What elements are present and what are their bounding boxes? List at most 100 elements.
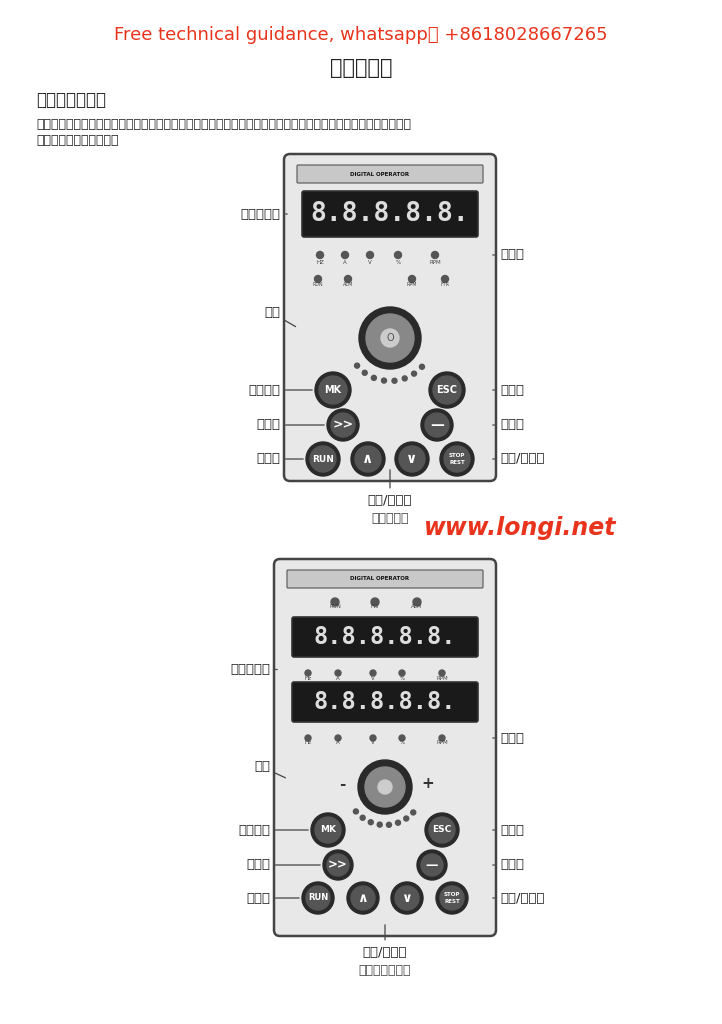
Circle shape: [439, 670, 445, 676]
Text: ∧: ∧: [357, 892, 368, 904]
Circle shape: [359, 307, 421, 369]
Circle shape: [429, 817, 455, 843]
Circle shape: [396, 820, 401, 825]
Circle shape: [392, 378, 397, 383]
Circle shape: [302, 882, 334, 914]
Text: >>: >>: [333, 419, 354, 431]
Text: 操作与显示界面: 操作与显示界面: [36, 91, 106, 109]
Circle shape: [355, 364, 360, 369]
Text: 停止/复位键: 停止/复位键: [493, 892, 544, 904]
Circle shape: [421, 854, 443, 876]
Circle shape: [378, 780, 392, 794]
Circle shape: [411, 810, 416, 815]
Circle shape: [425, 413, 449, 437]
Circle shape: [315, 275, 321, 283]
Text: 停止/复位键: 停止/复位键: [493, 453, 544, 466]
Circle shape: [367, 252, 373, 258]
Text: -: -: [339, 776, 345, 792]
Text: ∧: ∧: [362, 452, 373, 466]
Text: 运行键: 运行键: [246, 892, 299, 904]
Circle shape: [399, 670, 405, 676]
Text: 8.8.8.8.8.: 8.8.8.8.8.: [314, 625, 456, 649]
Circle shape: [440, 886, 464, 910]
Text: RUN: RUN: [312, 455, 334, 464]
Text: 多功能键: 多功能键: [238, 823, 308, 837]
Circle shape: [335, 670, 341, 676]
Text: O: O: [386, 333, 393, 343]
Circle shape: [444, 446, 470, 472]
Text: 键盘与显示: 键盘与显示: [330, 58, 392, 78]
Text: ALM: ALM: [412, 604, 422, 609]
Text: Hz: Hz: [305, 740, 311, 745]
FancyBboxPatch shape: [284, 154, 496, 481]
Text: DIGITAL OPERATOR: DIGITAL OPERATOR: [350, 171, 409, 176]
FancyBboxPatch shape: [274, 559, 496, 936]
Text: ∨: ∨: [406, 452, 417, 466]
Text: 8.8.8.8.8.: 8.8.8.8.8.: [314, 690, 456, 714]
Circle shape: [331, 598, 339, 606]
Circle shape: [399, 735, 405, 741]
Text: 取消键: 取消键: [493, 823, 524, 837]
Circle shape: [323, 850, 353, 880]
Circle shape: [404, 816, 409, 821]
Circle shape: [439, 735, 445, 741]
FancyBboxPatch shape: [297, 165, 483, 183]
Circle shape: [306, 886, 330, 910]
Circle shape: [399, 446, 425, 472]
Text: 确认键: 确认键: [493, 419, 524, 431]
Circle shape: [319, 376, 347, 404]
Circle shape: [436, 882, 468, 914]
Circle shape: [395, 886, 419, 910]
Text: 旋酂: 旋酂: [264, 306, 295, 327]
Circle shape: [409, 275, 415, 283]
Text: Hz: Hz: [305, 676, 311, 681]
Circle shape: [335, 735, 341, 741]
Text: +: +: [422, 776, 435, 792]
Circle shape: [316, 252, 323, 258]
Circle shape: [358, 760, 412, 814]
Circle shape: [315, 817, 341, 843]
Circle shape: [310, 446, 336, 472]
Circle shape: [370, 670, 376, 676]
Circle shape: [362, 371, 367, 375]
Text: —: —: [426, 858, 438, 871]
Circle shape: [360, 815, 365, 820]
Text: 指示灯: 指示灯: [493, 731, 524, 744]
FancyBboxPatch shape: [292, 682, 478, 722]
Text: Free technical guidance, whatsapp： +8618028667265: Free technical guidance, whatsapp： +8618…: [114, 26, 608, 44]
Text: 旋酂: 旋酂: [254, 761, 285, 778]
Circle shape: [344, 275, 352, 283]
Text: REST: REST: [449, 460, 465, 465]
Circle shape: [419, 365, 425, 370]
Text: %: %: [396, 259, 401, 264]
Text: ESC: ESC: [437, 385, 458, 395]
Text: 双行键盘示意图: 双行键盘示意图: [359, 964, 412, 977]
Circle shape: [381, 378, 386, 383]
Text: www.longi.net: www.longi.net: [424, 516, 617, 540]
Circle shape: [381, 329, 399, 347]
Text: >>: >>: [328, 858, 348, 871]
Text: RPM: RPM: [436, 676, 448, 681]
Circle shape: [366, 314, 414, 362]
Text: 用操作面板，可对变频器进行功能参数修改、变频器工作状态监控和变频器运行控制（启动，停止）等操作，其外: 用操作面板，可对变频器进行功能参数修改、变频器工作状态监控和变频器运行控制（启动…: [36, 118, 411, 131]
Circle shape: [440, 442, 474, 476]
Text: 递增/递减键: 递增/递减键: [362, 925, 407, 958]
Text: 8.8.8.8.8.: 8.8.8.8.8.: [310, 201, 469, 227]
Text: RUN: RUN: [313, 283, 323, 288]
Text: ESC: ESC: [432, 825, 452, 835]
Circle shape: [371, 598, 379, 606]
Circle shape: [306, 442, 340, 476]
FancyBboxPatch shape: [302, 191, 478, 237]
Circle shape: [429, 372, 465, 408]
Circle shape: [305, 735, 311, 741]
Text: A: A: [336, 740, 340, 745]
Text: A: A: [343, 259, 347, 264]
Text: 指示灯: 指示灯: [493, 249, 524, 261]
Circle shape: [421, 409, 453, 441]
Circle shape: [351, 442, 385, 476]
Text: STOP: STOP: [444, 892, 460, 897]
Circle shape: [311, 813, 345, 847]
Text: 数据显示区: 数据显示区: [240, 208, 287, 220]
Circle shape: [433, 376, 461, 404]
Text: MK: MK: [324, 385, 342, 395]
